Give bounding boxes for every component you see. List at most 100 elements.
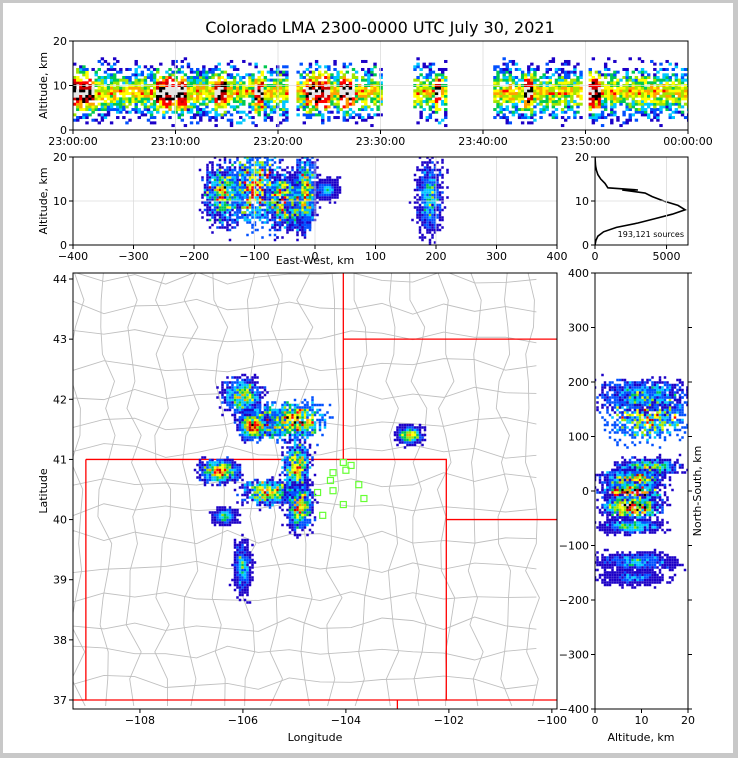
time-altitude-source: [434, 108, 439, 112]
time-altitude-source: [223, 110, 228, 114]
time-altitude-source: [217, 67, 221, 71]
east-west-cluster: [288, 213, 292, 217]
east-west-cluster: [306, 193, 309, 197]
east-west-cluster: [273, 176, 277, 179]
time-altitude-source: [493, 100, 497, 104]
east-west-cluster: [336, 183, 339, 187]
time-altitude-source: [610, 102, 614, 106]
time-altitude-source: [162, 116, 166, 120]
east-west-xtick: 300: [486, 250, 507, 263]
east-west-cluster: [293, 196, 297, 199]
time-altitude-source: [622, 94, 626, 98]
east-west-cluster: [303, 208, 307, 212]
time-altitude-source: [527, 92, 531, 96]
time-altitude-source: [199, 81, 203, 85]
east-west-cluster: [253, 213, 257, 217]
east-west-cluster: [226, 166, 229, 169]
time-altitude-source: [82, 67, 86, 71]
time-altitude-source: [140, 81, 145, 85]
plan-view-cluster: [278, 436, 282, 439]
time-altitude-source: [314, 92, 319, 96]
time-altitude-source: [282, 118, 286, 122]
east-west-cluster: [213, 176, 217, 179]
east-west-cluster: [308, 198, 312, 202]
east-west-cluster: [431, 218, 434, 222]
time-altitude-source: [202, 113, 206, 117]
plan-view-cluster: [298, 428, 302, 432]
time-altitude-source: [327, 100, 331, 104]
plan-view-cluster: [261, 396, 264, 399]
time-altitude-source: [557, 73, 562, 77]
time-altitude-source: [428, 81, 433, 85]
east-west-cluster: [211, 163, 214, 167]
east-west-cluster: [308, 226, 312, 229]
east-west-cluster: [231, 186, 234, 189]
east-west-cluster: [333, 178, 337, 182]
time-altitude-source: [140, 113, 145, 117]
time-altitude-source: [634, 89, 639, 93]
time-altitude-source: [527, 70, 531, 74]
time-altitude-source: [413, 92, 417, 96]
time-altitude-source: [530, 89, 534, 93]
east-west-cluster: [276, 223, 279, 227]
time-altitude-source: [226, 100, 231, 104]
time-altitude-source: [440, 100, 445, 104]
time-altitude-source: [348, 97, 353, 101]
east-west-cluster: [271, 171, 274, 174]
time-altitude-source: [545, 92, 549, 96]
time-altitude-source: [159, 86, 163, 90]
time-altitude-source: [109, 89, 114, 93]
plan-view-cluster: [293, 423, 297, 427]
plan-view-cluster: [261, 386, 264, 389]
time-altitude-source: [302, 121, 306, 125]
time-altitude-source: [345, 100, 350, 104]
time-altitude-source: [279, 113, 283, 117]
time-altitude-source: [643, 89, 648, 93]
time-altitude-source: [88, 108, 92, 112]
time-altitude-source: [140, 100, 145, 104]
time-altitude-source: [548, 92, 552, 96]
time-altitude-source: [637, 81, 642, 85]
plan-view-cluster: [301, 433, 304, 437]
plan-view-cluster: [276, 441, 279, 444]
time-altitude-source: [376, 100, 380, 104]
east-west-cluster: [213, 193, 217, 197]
time-altitude-source: [686, 113, 688, 117]
time-altitude-source: [591, 89, 596, 93]
time-altitude-source: [159, 89, 163, 93]
east-west-cluster: [263, 221, 267, 224]
time-altitude-source: [514, 94, 519, 98]
time-altitude-source: [137, 100, 141, 104]
time-altitude-source: [333, 78, 337, 82]
plan-view-cluster: [288, 406, 292, 409]
east-west-cluster: [443, 206, 447, 209]
east-west-cluster: [203, 188, 207, 192]
time-altitude-source: [103, 78, 108, 82]
time-altitude-source: [647, 113, 651, 117]
time-altitude-source: [131, 108, 135, 112]
time-altitude-source: [94, 92, 98, 96]
plan-view-cluster: [313, 428, 317, 432]
time-altitude-source: [640, 59, 645, 63]
east-west-cluster: [203, 208, 207, 212]
plan-view-cluster: [233, 411, 237, 414]
time-altitude-source: [248, 110, 252, 114]
east-west-cluster: [251, 226, 254, 229]
time-altitude-source: [266, 86, 271, 90]
time-altitude-source: [499, 89, 503, 93]
time-altitude-source: [146, 75, 151, 79]
plan-view-cluster: [231, 398, 234, 402]
east-west-cluster: [248, 163, 252, 167]
plan-view-cluster: [256, 408, 259, 412]
east-west-cluster: [413, 206, 417, 209]
time-altitude-source: [511, 113, 516, 117]
east-west-cluster: [236, 196, 239, 199]
time-altitude-source: [342, 116, 346, 120]
east-west-cluster: [428, 216, 432, 219]
time-altitude-source: [180, 97, 185, 101]
time-altitude-source: [527, 97, 531, 101]
east-west-cluster: [278, 173, 282, 177]
time-altitude-source: [376, 113, 380, 117]
time-altitude-source: [305, 92, 310, 96]
east-west-cluster: [441, 191, 444, 194]
